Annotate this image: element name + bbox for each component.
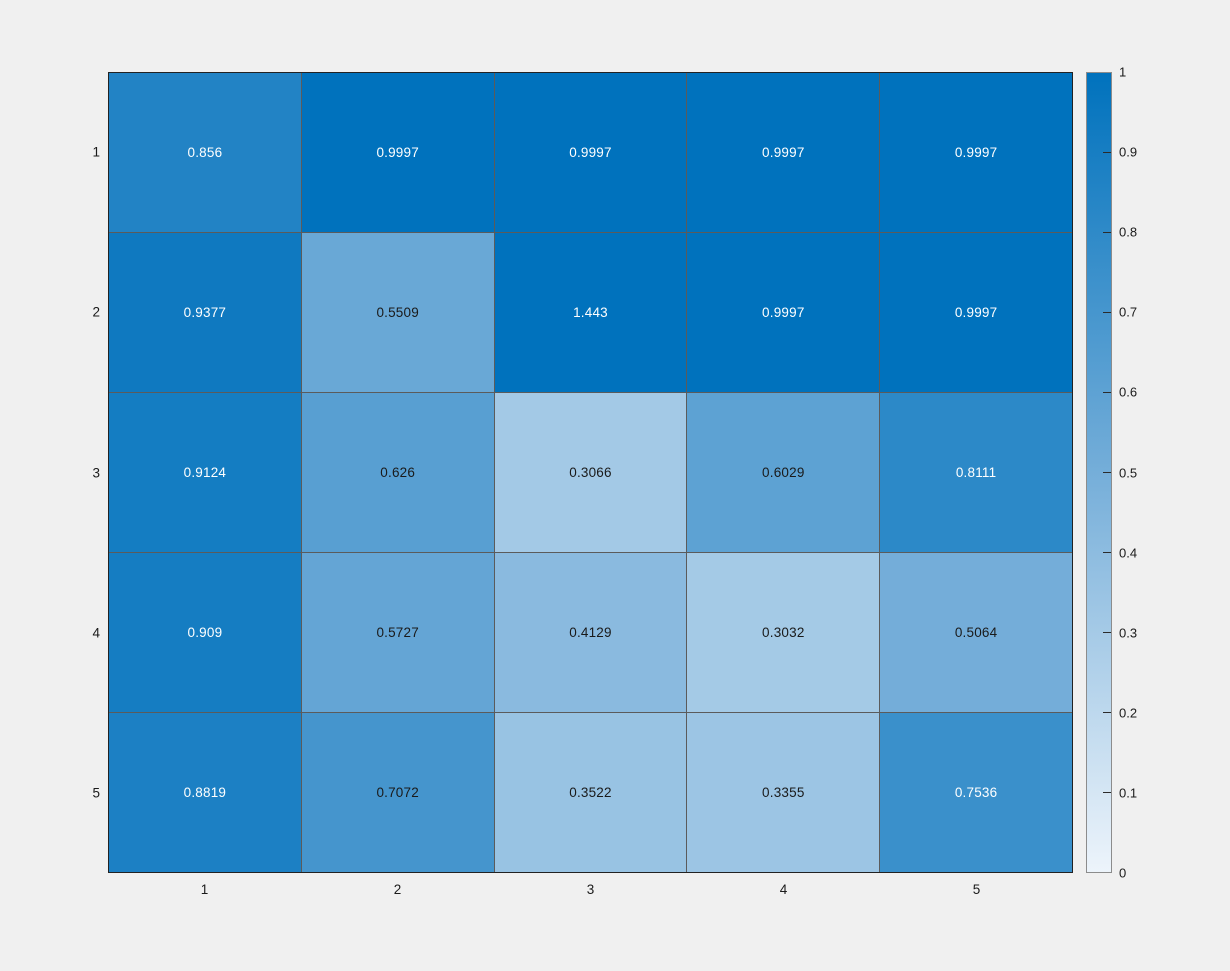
- heatmap-cell[interactable]: 0.9997: [880, 233, 1072, 392]
- colorbar-tick-label: 0: [1119, 865, 1127, 881]
- colorbar-tick-label: 0.1: [1119, 785, 1138, 801]
- heatmap-cell[interactable]: 0.8111: [880, 393, 1072, 552]
- heatmap-cell[interactable]: 0.6029: [687, 393, 880, 552]
- colorbar-tick-mark: [1103, 632, 1111, 634]
- colorbar-tick-label: 0.2: [1119, 705, 1138, 721]
- heatmap-cell[interactable]: 0.7072: [301, 713, 494, 872]
- y-tick-label: 2: [92, 304, 100, 320]
- heatmap-cell[interactable]: 0.626: [301, 393, 494, 552]
- colorbar-tick-label: 0.4: [1119, 545, 1138, 561]
- colorbar-tick-mark: [1103, 472, 1111, 473]
- heatmap-cell[interactable]: 0.9377: [109, 233, 301, 392]
- colorbar-tick-mark: [1103, 151, 1111, 153]
- colorbar-tick-label: 0.8: [1119, 224, 1138, 240]
- heatmap-cell[interactable]: 0.9997: [494, 73, 687, 232]
- heatmap-cell[interactable]: 0.8819: [109, 713, 301, 872]
- heatmap-cell[interactable]: 1.443: [494, 233, 687, 392]
- heatmap-cell[interactable]: 0.7536: [880, 713, 1072, 872]
- y-tick-label: 5: [92, 785, 100, 801]
- heatmap-cell[interactable]: 0.856: [109, 73, 301, 232]
- heatmap-cell[interactable]: 0.9997: [301, 73, 494, 232]
- heatmap-cell[interactable]: 0.3032: [687, 553, 880, 712]
- colorbar-tick-mark: [1103, 231, 1111, 233]
- y-tick-label: 4: [92, 625, 100, 641]
- colorbar-tick-label: 1: [1119, 64, 1127, 80]
- colorbar: 0 0.1 0.2 0.3 0.4 0.5 0.6 0.7 0.8 0.9 1: [1086, 65, 1158, 881]
- heatmap-cell[interactable]: 0.9997: [687, 233, 880, 392]
- heatmap-cell[interactable]: 0.3355: [687, 713, 880, 872]
- colorbar-tick-mark: [1103, 552, 1111, 554]
- heatmap-grid: 0.856 0.9997 0.9997 0.9997 0.9997 0.9377 0.550…: [108, 72, 1073, 873]
- x-axis: 1 2 3 4 5: [108, 882, 1073, 902]
- colorbar-tick-label: 0.6: [1119, 384, 1138, 400]
- heatmap-cell[interactable]: 0.5509: [301, 233, 494, 392]
- heatmap-cell[interactable]: 0.909: [109, 553, 301, 712]
- colorbar-tick-mark: [1103, 391, 1111, 393]
- heatmap-cell[interactable]: 0.4129: [494, 553, 687, 712]
- heatmap-cell[interactable]: 0.3522: [494, 713, 687, 872]
- heatmap-cell[interactable]: 0.9124: [109, 393, 301, 552]
- colorbar-tick-label: 0.5: [1119, 465, 1138, 480]
- x-tick-label: 3: [586, 882, 595, 897]
- y-tick-label: 3: [92, 465, 100, 480]
- colorbar-tick-mark: [1103, 792, 1111, 794]
- x-tick-label: 1: [200, 882, 209, 897]
- heatmap-cell[interactable]: 0.5727: [301, 553, 494, 712]
- x-tick-label: 4: [779, 882, 788, 897]
- heatmap-cell[interactable]: 0.3066: [494, 393, 687, 552]
- colorbar-tick-label: 0.9: [1119, 144, 1138, 160]
- y-tick-label: 1: [92, 144, 100, 160]
- heatmap-cell[interactable]: 0.5064: [880, 553, 1072, 712]
- heatmap-cell[interactable]: 0.9997: [880, 73, 1072, 232]
- heatmap-cell[interactable]: 0.9997: [687, 73, 880, 232]
- colorbar-tick-label: 0.7: [1119, 304, 1138, 320]
- x-tick-label: 2: [393, 882, 402, 897]
- colorbar-tick-mark: [1103, 311, 1111, 313]
- y-axis: 1 2 3 4 5: [0, 72, 100, 873]
- colorbar-tick-label: 0.3: [1119, 625, 1138, 641]
- colorbar-tick-mark: [1103, 712, 1111, 714]
- x-tick-label: 5: [972, 882, 981, 897]
